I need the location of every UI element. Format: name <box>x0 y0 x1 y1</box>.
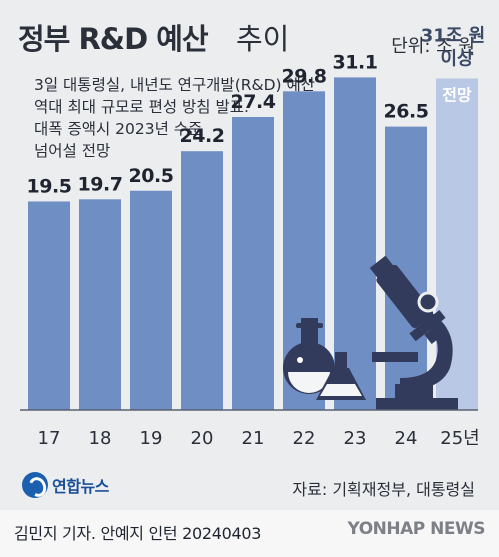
bars-layer: 19.5 19.7 20.5 24.2 27.4 29.8 31.1 26.5 31조 원이상전… <box>27 25 485 411</box>
bar <box>232 116 274 410</box>
watermark: YONHAP NEWS <box>347 519 486 539</box>
x-tick-label: 22 <box>293 428 316 449</box>
annotation-note: 3일 대통령실, 내년도 연구개발(R&D) 예산 역대 최대 규모로 편성 방… <box>34 74 364 162</box>
page-title-suffix: 추이 <box>236 22 290 56</box>
science-icons <box>283 255 458 410</box>
bar <box>79 199 121 410</box>
footer-bar <box>0 510 499 557</box>
logo-text: 연합뉴스 <box>52 477 109 496</box>
source-text: 자료: 기획재정부, 대통령실 <box>292 480 475 499</box>
yonhap-logo-icon <box>22 472 48 498</box>
bar-value-label: 31.1 <box>333 51 378 73</box>
note-line: 역대 최대 규모로 편성 방침 발표. <box>34 98 249 116</box>
bar <box>181 151 223 410</box>
bar-value-label: 19.7 <box>78 173 123 195</box>
note-line: 대폭 증액시 2023년 수준 <box>34 120 203 138</box>
note-line: 넘어설 전망 <box>34 142 111 160</box>
bar-value-label: 24.2 <box>180 125 225 147</box>
bar-value-label: 29.8 <box>282 65 327 87</box>
x-tick-label: 21 <box>242 428 265 449</box>
x-axis-ticks: 17 18 19 20 21 22 23 24 25년 <box>38 428 480 449</box>
forecast-label-line2: 이상 <box>440 48 474 69</box>
erlenmeyer-icon <box>316 352 366 400</box>
note-line: 3일 대통령실, 내년도 연구개발(R&D) 예산 <box>34 76 316 94</box>
x-tick-label: 23 <box>344 428 367 449</box>
yonhap-logo: 연합뉴스 <box>22 472 109 498</box>
x-tick-label: 20 <box>191 428 214 449</box>
bar-value-label: 27.4 <box>231 91 276 113</box>
bar-value-label: 26.5 <box>384 101 429 123</box>
x-tick-label: 18 <box>89 428 112 449</box>
x-tick-label: 24 <box>395 428 418 449</box>
x-tick-label: 17 <box>38 428 61 449</box>
bar-value-label: 20.5 <box>129 165 174 187</box>
bar-value-label: 19.5 <box>27 175 72 197</box>
unit-label: 단위: 조 원 <box>391 36 475 57</box>
credit-text: 김민지 기자. 안예지 인턴 20240403 <box>14 524 262 543</box>
microscope-icon <box>369 255 458 410</box>
x-tick-label: 19 <box>140 428 163 449</box>
x-tick-label: 25년 <box>440 428 479 449</box>
bar-chart: 19.5 19.7 20.5 24.2 27.4 29.8 31.1 26.5 31조 원이상전… <box>20 25 485 449</box>
bar <box>28 201 70 410</box>
page-title: 정부 R&D 예산 <box>18 22 209 56</box>
forecast-label: 31조 원 <box>421 25 485 46</box>
flask-icon <box>283 318 335 394</box>
forecast-inside-label: 전망 <box>442 85 472 104</box>
bar <box>130 190 172 410</box>
